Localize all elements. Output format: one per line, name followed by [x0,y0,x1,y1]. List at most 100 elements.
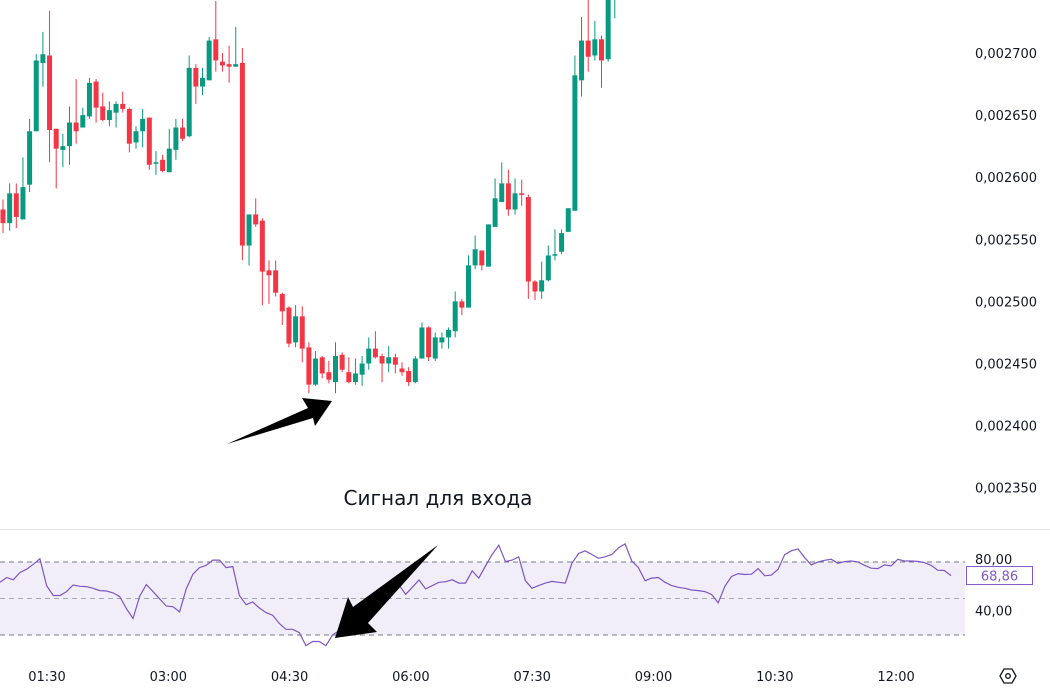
candle-body [273,270,279,293]
candle-body [80,115,86,128]
candle-body [60,146,66,150]
candle-body [333,356,338,383]
candle-down [273,260,279,297]
candle-up [605,0,611,62]
candle-body [279,293,285,312]
candle-body [233,64,239,67]
candle-down [585,0,591,72]
candle-body [20,187,26,220]
candle-body [146,117,152,165]
arrow-down-left-icon [335,545,438,638]
candle-body [512,193,518,210]
candle-body [113,103,119,113]
candle-down [599,35,604,88]
candle-up [246,214,252,266]
candle-up [419,322,425,359]
hexagon-settings-icon[interactable] [999,668,1017,684]
rsi-pane[interactable]: 80,00 40,00 68,86 [0,543,1033,647]
candle-body [459,301,465,308]
candle-up [80,107,86,128]
candle-down [226,45,232,83]
candle-down [126,107,132,153]
candle-body [439,337,445,343]
candle-up [579,16,585,97]
candle-body [226,64,232,67]
candle-body [479,250,485,266]
candle-down [47,10,53,163]
candle-body [399,368,405,373]
candle-up [7,183,13,231]
price-tick-label: 0,002450 [975,358,1037,373]
candle-up [206,36,212,81]
candle-body [219,61,225,66]
rsi-level-label-80: 80,00 [975,553,1012,568]
candle-up [106,101,112,127]
candle-down [339,352,345,373]
candle-up [432,332,438,362]
candle-down [279,292,285,325]
candle-body [466,265,471,308]
candle-up [140,108,146,148]
candle-body [120,103,126,109]
candle-body [565,208,571,232]
candle-up [60,133,66,168]
candle-up [333,342,338,394]
candle-up [113,101,119,128]
candle-up [614,0,616,19]
candle-body [27,131,33,185]
rsi-line [0,543,952,647]
candle-down [326,361,332,384]
candle-body [392,357,398,365]
candle-down [100,92,106,122]
candle-body [40,54,46,63]
candle-body [326,372,332,380]
candle-up [492,178,498,227]
candle-body [0,209,6,224]
candle-up [233,26,239,67]
candle-body [93,81,99,108]
candle-body [186,67,192,137]
candle-body [306,347,312,385]
rsi-last-value-label: 68,86 [981,570,1018,585]
candle-body [73,122,79,132]
candle-body [452,301,458,332]
candle-body [446,329,452,338]
price-pane[interactable] [0,0,618,394]
candle-up [33,54,39,132]
candle-body [499,183,505,203]
candle-up [452,291,458,338]
candle-body [545,255,551,281]
candle-up [572,55,578,211]
candle-up [446,327,452,349]
candle-body [346,372,352,383]
price-tick-label: 0,002700 [975,47,1037,62]
candle-down [346,357,352,384]
time-axis[interactable]: 01:30 03:00 04:30 06:00 07:30 09:00 10:30 12:00 [28,670,915,685]
candle-up [166,128,172,173]
price-tick-label: 0,002600 [975,171,1037,186]
candle-body [359,363,365,375]
candle-body [419,327,425,359]
candle-up [545,245,551,282]
candle-down [372,331,378,359]
price-axis[interactable]: 0,002700 0,002650 0,002600 0,002550 0,002500… [975,47,1037,497]
candle-up [200,67,205,96]
candle-body [552,254,558,256]
candle-body [200,77,205,87]
candle-body [213,39,219,61]
candle-body [319,357,325,374]
candle-body [426,327,432,358]
candle-body [572,75,578,211]
candle-body [432,337,438,359]
candle-up [173,118,179,160]
candle-down [146,117,152,170]
candle-body [100,106,106,121]
candle-down [253,198,259,227]
candle-down [299,306,305,363]
candle-down [306,342,312,394]
candle-body [472,249,478,266]
candle-down [160,154,166,173]
candle-down [213,0,219,72]
candle-up [359,356,365,386]
